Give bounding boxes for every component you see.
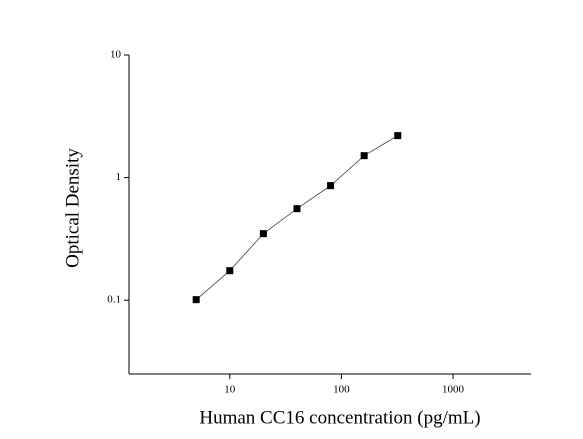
x-tick-label: 10 [224,384,236,396]
y-tick-label: 1 [116,171,122,183]
y-tick-label: 10 [110,49,122,61]
data-point [360,152,368,160]
data-point [293,205,301,213]
curve [195,135,398,300]
x-tick-label: 100 [333,384,350,396]
x-tick-label: 1000 [442,384,465,396]
data-point [394,132,402,140]
data-point [226,267,234,275]
x-axis-title: Human CC16 concentration (pg/mL) [199,407,480,428]
data-point [259,230,267,238]
y-axis-title: Optical Density [62,148,83,268]
data-point [192,296,200,304]
y-tick-label: 0.1 [107,294,121,306]
data-point [327,182,335,190]
